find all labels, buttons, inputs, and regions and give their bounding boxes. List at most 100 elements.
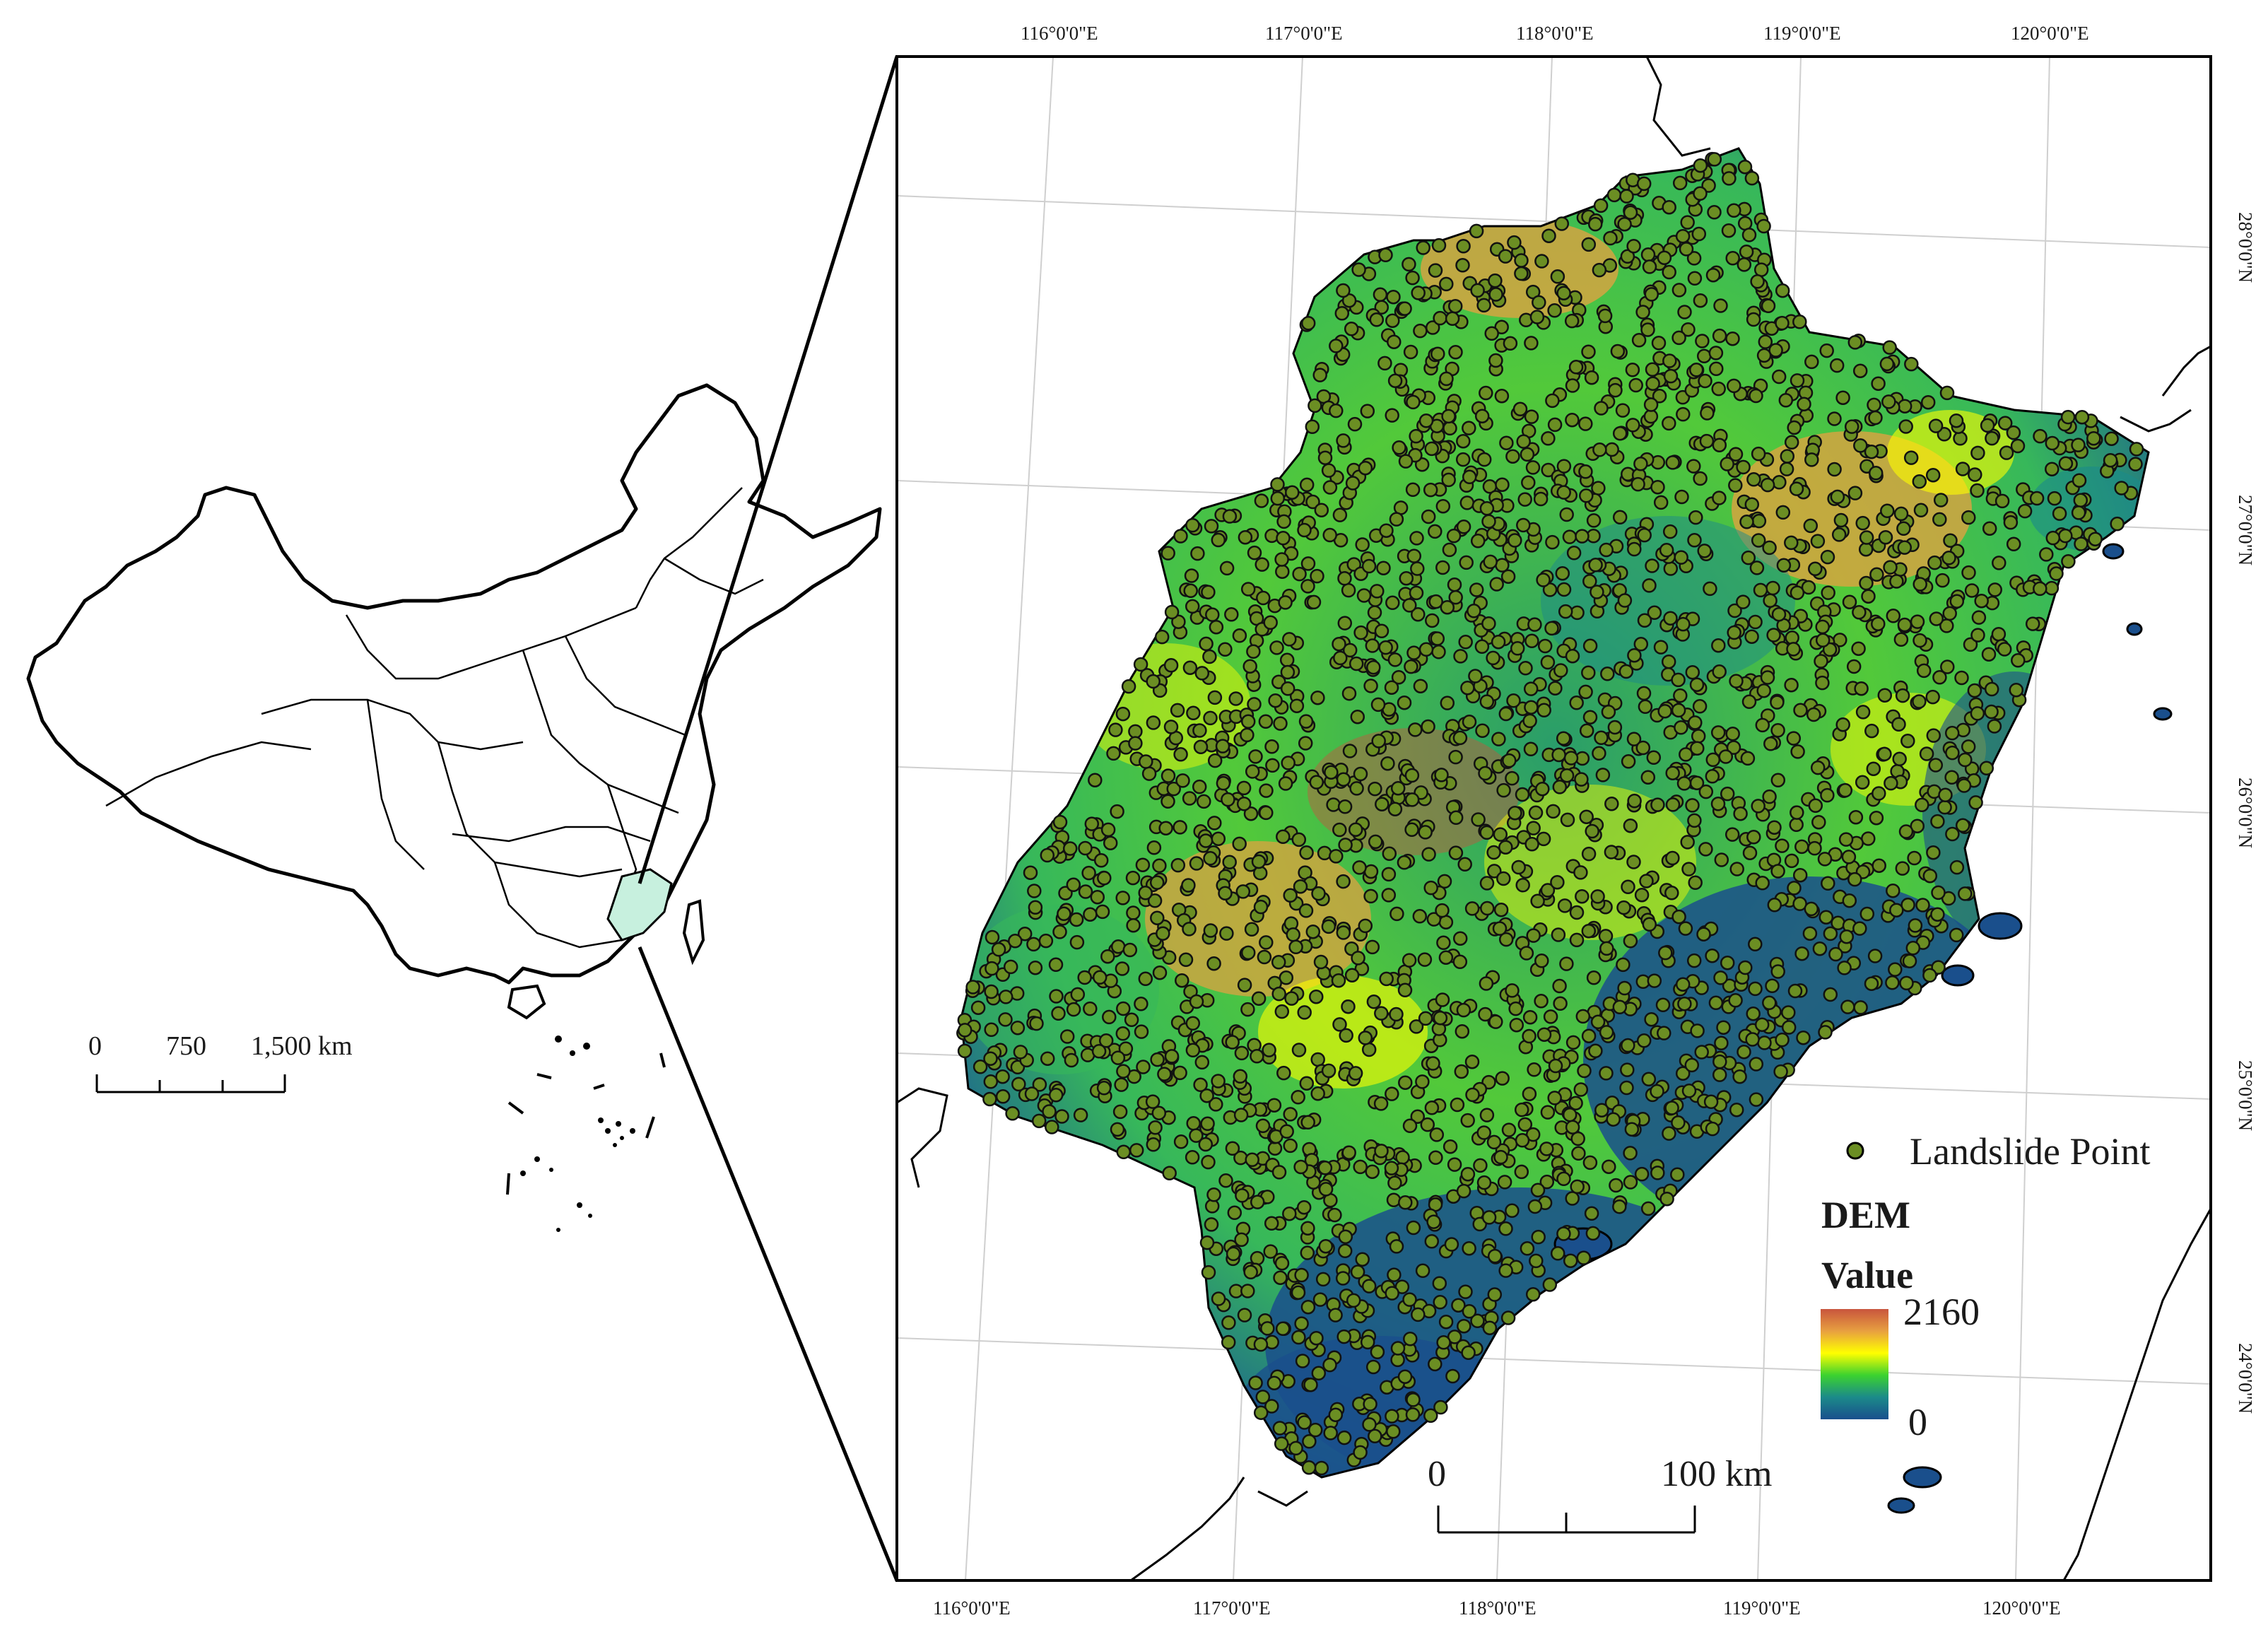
landslide-point <box>1418 1011 1433 1026</box>
landslide-point <box>1387 1175 1402 1190</box>
landslide-point <box>1650 479 1665 495</box>
landslide-point <box>1882 340 1897 355</box>
landslide-point <box>1780 449 1795 464</box>
landslide-point <box>1540 655 1556 670</box>
landslide-point <box>1675 977 1691 992</box>
landslide-point <box>1360 1334 1375 1350</box>
taiwan-island <box>682 899 705 966</box>
landslide-point <box>1152 858 1167 874</box>
landslide-point <box>1385 1286 1399 1301</box>
landslide-point <box>1126 917 1141 933</box>
landslide-point <box>1494 319 1509 335</box>
landslide-point <box>1367 605 1382 620</box>
landslide-point <box>1558 604 1573 619</box>
landslide-point <box>1276 829 1291 845</box>
landslide-point <box>1368 1428 1382 1444</box>
landslide-point <box>1935 573 1950 588</box>
landslide-point <box>1291 1090 1305 1105</box>
landslide-point <box>1620 249 1635 264</box>
landslide-point <box>1495 477 1510 492</box>
landslide-point <box>1607 720 1623 735</box>
landslide-point <box>1576 1250 1592 1265</box>
landslide-point <box>1695 334 1710 348</box>
landslide-point <box>1902 954 1917 968</box>
landslide-point <box>1744 497 1760 512</box>
landslide-point <box>1727 203 1741 218</box>
landslide-point <box>1712 438 1727 452</box>
landslide-point <box>1708 995 1724 1011</box>
landslide-point <box>1211 532 1226 548</box>
landslide-point <box>1192 779 1207 794</box>
landslide-point <box>1635 740 1651 756</box>
landslide-point <box>1027 884 1042 898</box>
landslide-point <box>1207 816 1222 831</box>
landslide-point <box>1581 665 1596 680</box>
landslide-point <box>1984 704 1999 720</box>
landslide-point <box>1408 722 1423 737</box>
landslide-point <box>1662 353 1677 368</box>
landslide-point <box>1462 469 1477 485</box>
landslide-point <box>1570 1179 1585 1195</box>
landslide-point <box>1637 527 1652 543</box>
landslide-point <box>1527 617 1542 632</box>
landslide-point <box>1663 368 1679 384</box>
landslide-point <box>1523 741 1539 757</box>
landslide-point <box>1203 923 1218 938</box>
landslide-point <box>1470 1313 1485 1329</box>
landslide-point <box>1847 486 1863 500</box>
landslide-point <box>1808 798 1823 814</box>
landslide-point <box>1264 739 1279 754</box>
landslide-point <box>1944 725 1960 741</box>
landslide-point <box>1586 970 1602 985</box>
landslide-point <box>1928 418 1944 433</box>
landslide-point <box>1450 1097 1465 1113</box>
china-outline <box>26 383 882 985</box>
landslide-point <box>1532 295 1546 310</box>
landslide-point <box>1193 739 1209 755</box>
landslide-point <box>1852 921 1867 936</box>
landslide-point <box>1974 593 1989 609</box>
landslide-point <box>1728 478 1743 493</box>
landslide-point <box>1198 1137 1214 1152</box>
landslide-point <box>1300 1221 1315 1236</box>
landslide-point <box>1306 594 1322 610</box>
landslide-point <box>1790 373 1805 388</box>
landslide-point <box>1476 298 1491 313</box>
landslide-point <box>1994 493 2010 509</box>
landslide-point <box>1451 1298 1466 1313</box>
landslide-point <box>1640 247 1656 262</box>
landslide-point <box>1710 725 1726 740</box>
landslide-point <box>1727 603 1742 618</box>
landslide-point <box>1456 1002 1471 1018</box>
landslide-point <box>1336 1329 1351 1344</box>
landslide-point <box>1322 480 1338 495</box>
landslide-point <box>1209 1097 1223 1112</box>
landslide-point <box>1207 753 1223 768</box>
landslide-point <box>1835 717 1850 732</box>
landslide-point <box>1671 283 1687 298</box>
landslide-point <box>957 1043 973 1059</box>
landslide-point <box>1474 639 1490 655</box>
landslide-point <box>1284 991 1299 1006</box>
landslide-point <box>1337 571 1352 586</box>
landslide-point <box>1867 397 1881 413</box>
landslide-point <box>1300 579 1315 594</box>
landslide-point <box>1479 825 1494 840</box>
landslide-point <box>1250 1049 1264 1064</box>
landslide-point <box>1534 994 1549 1009</box>
landslide-point <box>1487 1287 1503 1302</box>
landslide-point <box>1448 589 1463 605</box>
landslide-point <box>1317 1161 1333 1175</box>
landslide-point <box>2010 438 2026 454</box>
landslide-point <box>1737 159 1753 175</box>
landslide-point <box>1521 475 1536 491</box>
landslide-point <box>1790 744 1805 759</box>
landslide-point <box>1297 1005 1312 1020</box>
landslide-point <box>1370 697 1386 712</box>
landslide-point <box>1949 413 1964 428</box>
landslide-point <box>1397 1369 1413 1384</box>
landslide-point <box>1269 640 1284 655</box>
landslide-point <box>1251 991 1267 1006</box>
landslide-point <box>1746 312 1761 327</box>
landslide-point <box>1373 1096 1389 1111</box>
